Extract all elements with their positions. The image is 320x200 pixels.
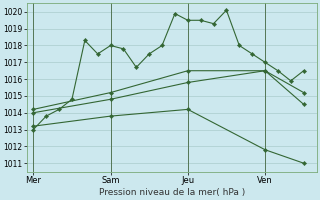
- X-axis label: Pression niveau de la mer( hPa ): Pression niveau de la mer( hPa ): [99, 188, 245, 197]
